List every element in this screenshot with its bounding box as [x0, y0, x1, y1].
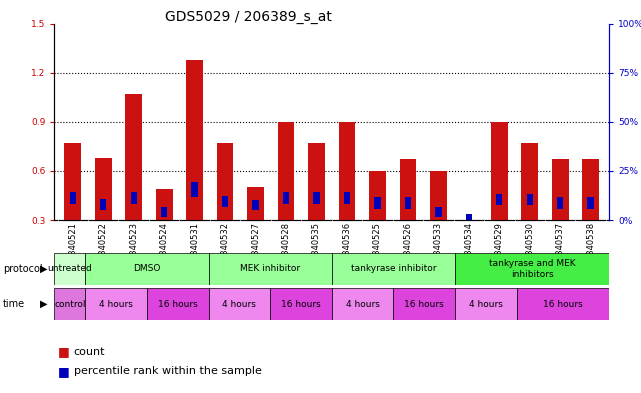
Bar	[278, 122, 294, 220]
Text: GSM1340535: GSM1340535	[312, 222, 321, 278]
Text: protocol: protocol	[3, 264, 43, 274]
Bar	[54, 253, 85, 285]
Bar	[247, 187, 264, 220]
Bar	[283, 192, 289, 204]
Text: 4 hours: 4 hours	[99, 300, 133, 309]
Text: GSM1340536: GSM1340536	[342, 222, 351, 278]
Bar	[496, 194, 503, 205]
Bar	[308, 143, 325, 220]
Bar	[156, 189, 172, 220]
Text: time: time	[3, 299, 26, 309]
Text: control: control	[54, 300, 86, 309]
Text: ▶: ▶	[40, 299, 47, 309]
Text: ■: ■	[58, 345, 69, 358]
Text: GSM1340534: GSM1340534	[464, 222, 473, 278]
Text: tankyrase inhibitor: tankyrase inhibitor	[351, 264, 436, 273]
Text: GSM1340522: GSM1340522	[99, 222, 108, 277]
Text: GSM1340537: GSM1340537	[556, 222, 565, 278]
Bar	[491, 122, 508, 220]
Text: GSM1340531: GSM1340531	[190, 222, 199, 278]
Text: GSM1340523: GSM1340523	[129, 222, 138, 278]
Bar	[54, 288, 85, 320]
Bar	[208, 253, 332, 285]
Text: GSM1340527: GSM1340527	[251, 222, 260, 278]
Bar	[85, 288, 147, 320]
Bar	[430, 171, 447, 220]
Text: GDS5029 / 206389_s_at: GDS5029 / 206389_s_at	[165, 10, 332, 24]
Bar	[161, 207, 167, 217]
Bar	[222, 195, 228, 207]
Text: GSM1340521: GSM1340521	[68, 222, 78, 277]
Text: GSM1340526: GSM1340526	[403, 222, 412, 278]
Bar	[217, 143, 233, 220]
Bar	[526, 194, 533, 205]
Text: tankyrase and MEK
inhibitors: tankyrase and MEK inhibitors	[488, 259, 575, 279]
Bar	[100, 199, 106, 210]
Bar	[435, 207, 442, 217]
Text: GSM1340525: GSM1340525	[373, 222, 382, 277]
Bar	[192, 182, 198, 197]
Text: 16 hours: 16 hours	[404, 300, 444, 309]
Bar	[404, 197, 411, 209]
Bar	[465, 213, 472, 220]
Bar	[332, 288, 394, 320]
Bar	[313, 192, 320, 204]
Bar	[460, 220, 477, 269]
Bar	[369, 171, 386, 220]
Text: ▶: ▶	[40, 264, 47, 274]
Bar	[95, 158, 112, 220]
Text: GSM1340533: GSM1340533	[434, 222, 443, 278]
Bar	[131, 192, 137, 204]
Text: DMSO: DMSO	[133, 264, 161, 273]
Bar	[70, 192, 76, 204]
Text: GSM1340530: GSM1340530	[525, 222, 534, 278]
Bar	[374, 197, 381, 209]
Text: GSM1340538: GSM1340538	[586, 222, 595, 278]
Bar	[517, 288, 609, 320]
Bar	[521, 143, 538, 220]
Text: ■: ■	[58, 365, 69, 378]
Text: 4 hours: 4 hours	[469, 300, 503, 309]
Bar	[332, 253, 455, 285]
Bar	[147, 288, 208, 320]
Bar	[338, 122, 355, 220]
Bar	[85, 253, 208, 285]
Text: GSM1340529: GSM1340529	[495, 222, 504, 277]
Bar	[208, 288, 270, 320]
Bar	[344, 192, 350, 204]
Text: percentile rank within the sample: percentile rank within the sample	[74, 366, 262, 376]
Text: MEK inhibitor: MEK inhibitor	[240, 264, 300, 273]
Bar	[455, 288, 517, 320]
Bar	[187, 60, 203, 220]
Text: 16 hours: 16 hours	[158, 300, 197, 309]
Bar	[557, 197, 563, 209]
Text: GSM1340524: GSM1340524	[160, 222, 169, 277]
Bar	[253, 200, 259, 210]
Bar	[64, 143, 81, 220]
Text: 16 hours: 16 hours	[281, 300, 320, 309]
Bar	[399, 160, 416, 220]
Text: 4 hours: 4 hours	[222, 300, 256, 309]
Bar	[588, 197, 594, 209]
Bar	[582, 160, 599, 220]
Bar	[455, 253, 609, 285]
Text: 4 hours: 4 hours	[345, 300, 379, 309]
Bar	[126, 94, 142, 220]
Text: GSM1340532: GSM1340532	[221, 222, 229, 278]
Text: count: count	[74, 347, 105, 357]
Bar	[270, 288, 332, 320]
Bar	[552, 160, 569, 220]
Text: 16 hours: 16 hours	[543, 300, 583, 309]
Text: GSM1340528: GSM1340528	[281, 222, 290, 278]
Text: untreated: untreated	[47, 264, 92, 273]
Bar	[394, 288, 455, 320]
